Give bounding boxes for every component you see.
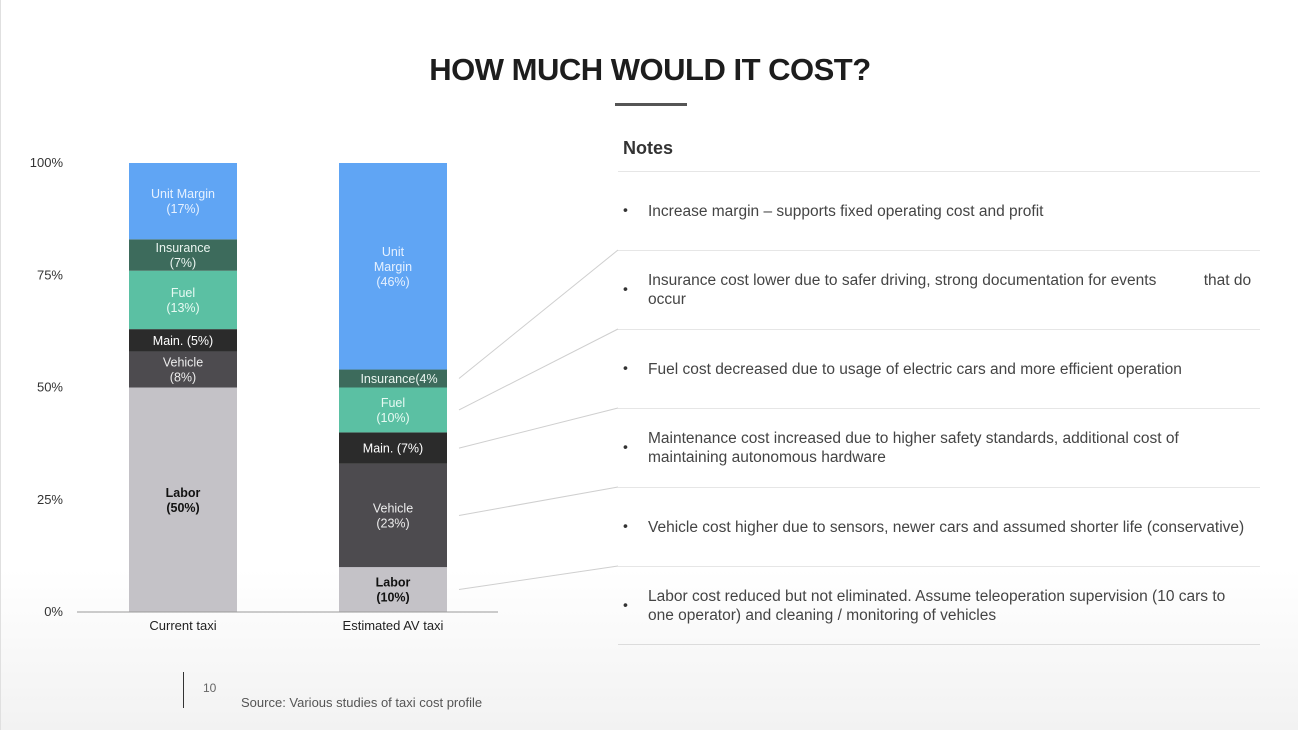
bullet-icon: •	[623, 517, 628, 534]
data-label-labor: Labor	[376, 576, 411, 590]
note-labor: • Labor cost reduced but not eliminated.…	[618, 566, 1260, 645]
data-label-unit_margin: Margin	[374, 260, 412, 274]
data-label-insurance: Insurance	[156, 241, 211, 255]
data-label-unit_margin: Unit	[382, 245, 405, 259]
data-label-maintenance: Main. (5%)	[153, 334, 213, 348]
cost-stacked-bar-chart: 0%25%50%75%100% Labor(50%)Vehicle(8%)Mai…	[30, 155, 498, 633]
note-insurance: • Insurance cost lower due to safer driv…	[618, 250, 1260, 329]
bar-segment-fuel	[129, 270, 237, 330]
page-title: HOW MUCH WOULD IT COST?	[429, 52, 871, 87]
data-label-vehicle: Vehicle	[373, 501, 413, 515]
data-label-labor: (10%)	[376, 591, 409, 605]
data-label-unit_margin: (17%)	[166, 202, 199, 216]
notes-list: • Increase margin – supports fixed opera…	[618, 171, 1260, 645]
note-fuel: • Fuel cost decreased due to usage of el…	[618, 329, 1260, 408]
segment-labels: Labor(50%)Vehicle(8%)Main. (5%)Fuel(13%)…	[151, 187, 438, 604]
bar-segment-maintenance	[129, 329, 237, 352]
title-underline	[615, 103, 687, 106]
data-label-labor: (50%)	[166, 501, 199, 515]
data-label-unit_margin: Unit Margin	[151, 187, 215, 201]
source-note: Source: Various studies of taxi cost pro…	[241, 695, 483, 710]
note-vehicle: • Vehicle cost higher due to sensors, ne…	[618, 487, 1260, 566]
data-label-vehicle: (23%)	[376, 516, 409, 530]
note-text: Vehicle cost higher due to sensors, newe…	[648, 518, 1245, 536]
bullet-icon: •	[623, 438, 628, 455]
data-label-maintenance: Main. (7%)	[363, 442, 423, 456]
y-tick-label: 100%	[30, 155, 64, 170]
bar-segment-unit_margin	[339, 163, 447, 370]
y-tick-label: 75%	[37, 267, 63, 282]
bar-segment-maintenance	[339, 432, 447, 464]
bars	[129, 163, 447, 612]
note-text: Increase margin – supports fixed operati…	[648, 202, 1044, 220]
note-text: Insurance cost lower due to safer drivin…	[648, 272, 1256, 308]
data-label-vehicle: (8%)	[170, 371, 196, 385]
bullet-icon: •	[623, 201, 628, 218]
data-label-fuel: (13%)	[166, 301, 199, 315]
bar-segment-insurance	[339, 369, 447, 388]
category-labels: Current taxi Estimated AV taxi	[149, 618, 443, 633]
note-margin: • Increase margin – supports fixed opera…	[618, 171, 1260, 250]
bar-segment-insurance	[129, 239, 237, 271]
y-tick-label: 25%	[37, 492, 63, 507]
data-label-insurance: (7%)	[170, 256, 196, 270]
data-label-unit_margin: (46%)	[376, 275, 409, 289]
note-text: Maintenance cost increased due to higher…	[648, 430, 1179, 466]
bar-segment-fuel	[339, 387, 447, 433]
bar-segment-labor	[339, 567, 447, 612]
notes-heading: Notes	[623, 138, 674, 158]
bullet-icon: •	[623, 359, 628, 376]
page-number: 10	[203, 681, 217, 695]
footer-divider	[183, 672, 184, 708]
note-text: Fuel cost decreased due to usage of elec…	[648, 360, 1182, 378]
bar-segment-unit_margin	[129, 163, 237, 240]
y-tick-label: 50%	[37, 380, 63, 395]
data-label-insurance: Insurance(4%	[360, 372, 437, 386]
data-label-labor: Labor	[166, 486, 201, 500]
data-label-vehicle: Vehicle	[163, 356, 203, 370]
bullet-icon: •	[623, 596, 628, 613]
category-label: Current taxi	[149, 618, 216, 633]
y-axis-ticks: 0% 25% 50% 75% 100%	[30, 155, 64, 619]
category-label: Estimated AV taxi	[343, 618, 444, 633]
bar-segment-vehicle	[339, 463, 447, 568]
data-label-fuel: Fuel	[381, 396, 405, 410]
bullet-icon: •	[623, 280, 628, 297]
bar-segment-vehicle	[129, 351, 237, 388]
bar-segment-labor	[129, 387, 237, 612]
data-label-fuel: Fuel	[171, 286, 195, 300]
note-maintenance: • Maintenance cost increased due to high…	[618, 408, 1260, 487]
y-tick-label: 0%	[44, 604, 63, 619]
note-text: Labor cost reduced but not eliminated. A…	[648, 587, 1226, 624]
data-label-fuel: (10%)	[376, 411, 409, 425]
